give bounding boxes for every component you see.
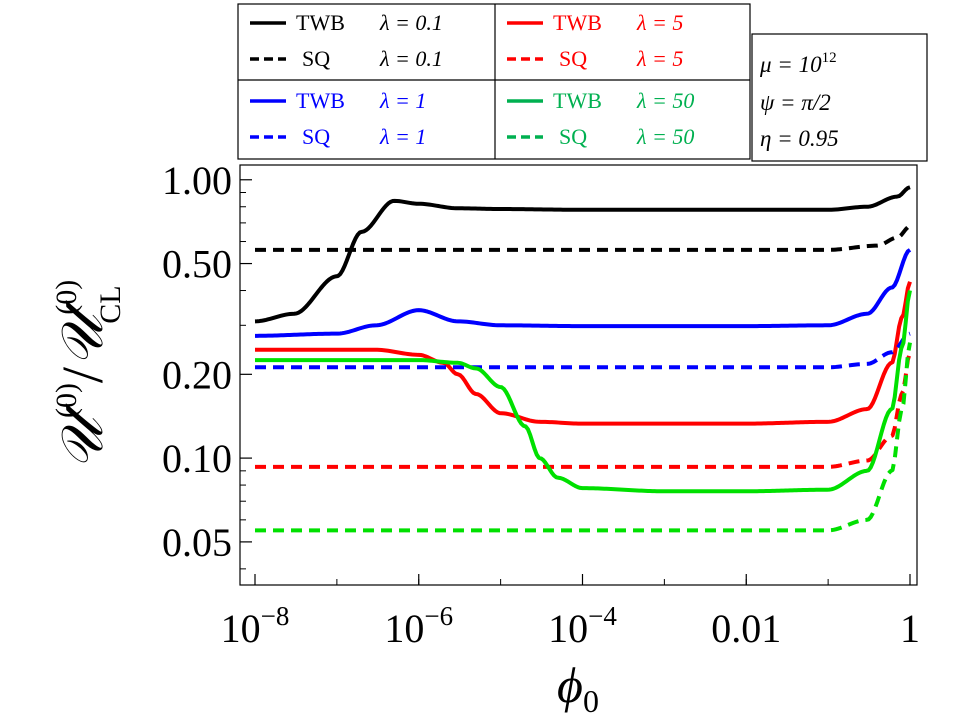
legend-item: TWB λ = 50	[507, 88, 694, 113]
y-label-denominator-sup: (0)	[50, 280, 83, 315]
x-tick-label: 10−8	[221, 601, 290, 651]
legend-lambda-value: λ = 1	[379, 124, 426, 149]
x-tick-label: 10−6	[384, 601, 453, 651]
y-label-numerator-sup: (0)	[50, 383, 83, 418]
param-psi: ψ = π/2	[760, 90, 831, 115]
x-axis-label: ϕ0	[557, 657, 599, 719]
y-tick-label: 1.00	[162, 158, 232, 203]
y-axis-ticks: 1.00 0.50 0.20 0.10 0.05	[162, 158, 252, 570]
x-tick-label: 0.01	[711, 606, 781, 651]
legend: TWB λ = 0.1 SQ λ = 0.1 TWB λ = 5 SQ λ = 5 TWB λ =…	[237, 3, 751, 160]
legend-series-name: SQ	[302, 46, 330, 71]
legend-item: SQ λ = 50	[507, 124, 694, 149]
x-tick-exponent: −4	[588, 601, 617, 631]
x-tick-base: 10	[384, 606, 424, 651]
x-label-subscript: 0	[583, 683, 599, 719]
svg-text:𝒰(0)/𝒰(0)CL: 𝒰(0)/𝒰(0) CL	[50, 280, 127, 471]
series-twb-lambda-0-1	[254, 185, 911, 324]
y-tick-label: 0.05	[162, 520, 232, 565]
y-tick-label: 0.20	[162, 352, 232, 397]
legend-item: SQ λ = 1	[250, 124, 426, 149]
x-tick-label: 10−4	[548, 601, 617, 651]
y-axis-label: 𝒰(0)/𝒰(0) CL	[50, 280, 127, 471]
legend-series-name: TWB	[296, 88, 345, 113]
param-mu: μ = 1012	[759, 50, 837, 77]
series-twb-lambda-1	[255, 248, 912, 338]
series-sq-lambda-5	[255, 351, 912, 469]
legend-lambda-value: λ = 0.1	[379, 10, 443, 35]
x-tick-base: 0.01	[711, 606, 781, 651]
x-tick-base: 1	[900, 606, 920, 651]
series-layer	[254, 185, 912, 533]
param-mu-sup: 12	[822, 50, 837, 66]
legend-item: TWB λ = 5	[507, 10, 683, 35]
x-tick-base: 10	[221, 606, 261, 651]
legend-lambda-value: λ = 5	[636, 10, 683, 35]
legend-series-name: TWB	[296, 10, 345, 35]
series-twb-lambda-50	[255, 290, 912, 494]
legend-item: SQ λ = 0.1	[250, 46, 443, 71]
y-tick-label: 0.50	[162, 242, 232, 287]
x-tick-exponent: −6	[424, 601, 453, 631]
series-sq-lambda-0-1	[255, 224, 911, 252]
legend-series-name: TWB	[553, 88, 602, 113]
parameter-box: μ = 1012 ψ = π/2 η = 0.95	[751, 33, 928, 162]
param-eta: η = 0.95	[760, 126, 839, 151]
x-tick-base: 10	[548, 606, 588, 651]
legend-lambda-value: λ = 5	[636, 46, 683, 71]
y-label-slash: /	[50, 366, 115, 383]
legend-series-name: TWB	[553, 10, 602, 35]
legend-lambda-value: λ = 50	[636, 88, 694, 113]
parameter-frame	[751, 33, 928, 162]
y-label-denominator-sub: CL	[94, 285, 127, 323]
legend-series-name: SQ	[559, 46, 587, 71]
series-sq-lambda-50	[255, 342, 912, 533]
legend-lambda-value: λ = 1	[379, 88, 426, 113]
legend-series-name: SQ	[559, 124, 587, 149]
legend-entries: TWB λ = 0.1 SQ λ = 0.1 TWB λ = 5 SQ λ = 5 TWB λ =…	[250, 10, 694, 149]
series-sq-lambda-1	[255, 331, 911, 370]
param-mu-text: μ = 10	[759, 52, 822, 77]
legend-item: TWB λ = 1	[250, 88, 426, 113]
x-label-symbol: ϕ	[557, 657, 583, 713]
x-tick-label: 1	[900, 606, 920, 651]
legend-series-name: SQ	[302, 124, 330, 149]
x-tick-exponent: −8	[261, 601, 290, 631]
plot-area-frame	[239, 164, 918, 586]
legend-lambda-value: λ = 0.1	[379, 46, 443, 71]
legend-item: SQ λ = 5	[507, 46, 683, 71]
legend-lambda-value: λ = 50	[636, 124, 694, 149]
legend-frame	[237, 3, 751, 160]
series-twb-lambda-5	[255, 281, 912, 426]
y-tick-label: 0.10	[162, 436, 232, 481]
legend-item: TWB λ = 0.1	[250, 10, 443, 35]
x-axis-ticks: 10−8 10−6 10−4 0.01 1	[221, 574, 920, 651]
